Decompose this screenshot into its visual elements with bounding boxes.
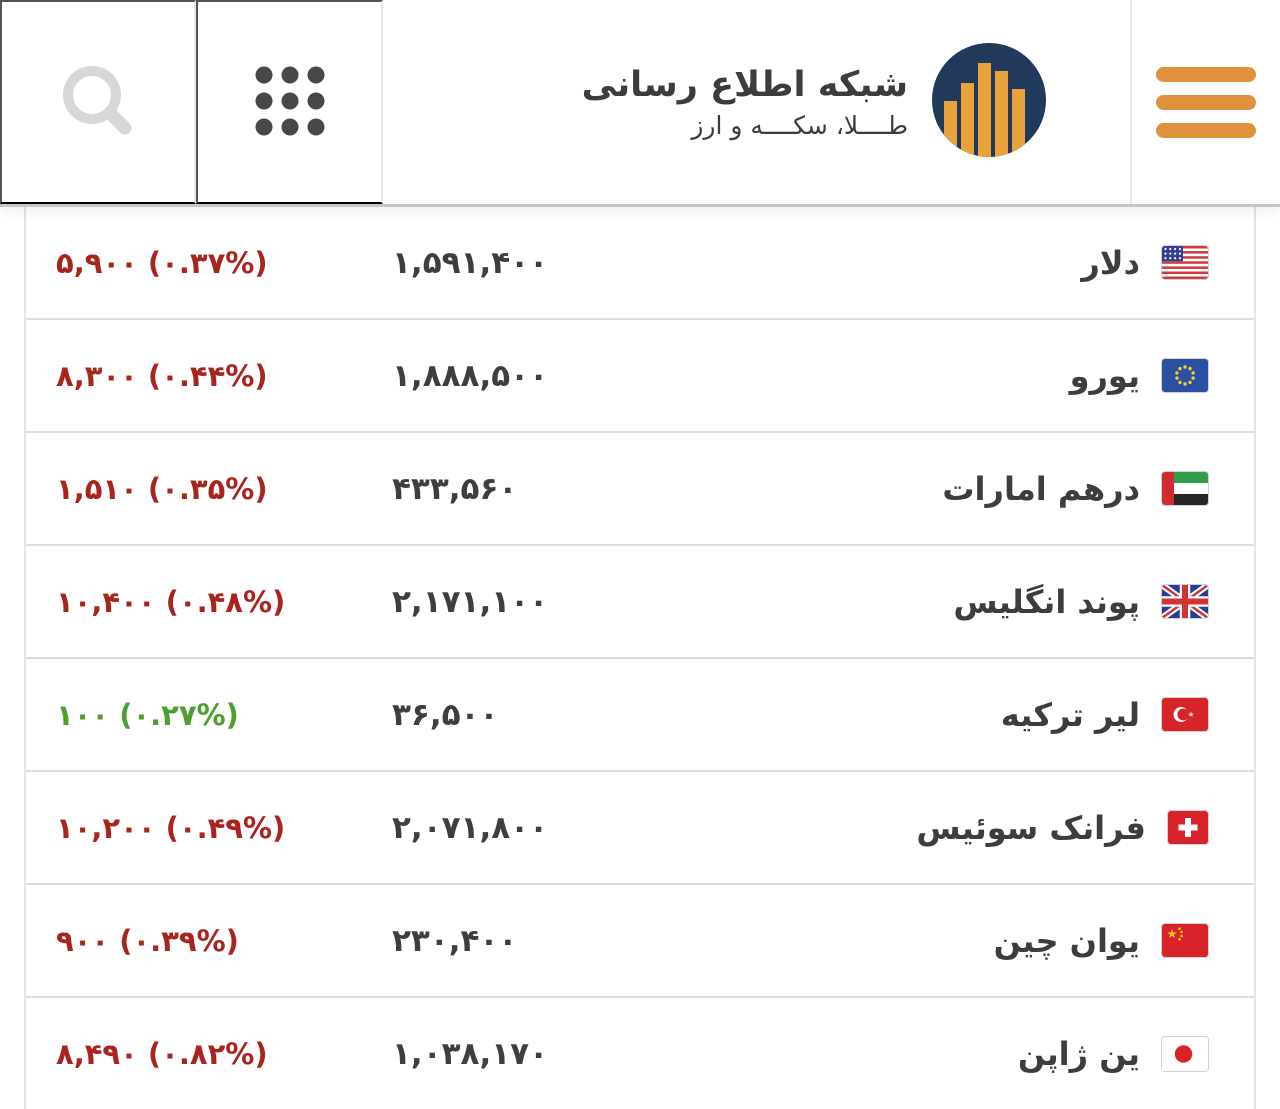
currency-table: دلار ۱,۵۹۱,۴۰۰ ۵,۹۰۰ (۰.۳۷%) یورو ۱,۸۸۸,: [24, 207, 1256, 1109]
change-value: ۸,۳۰۰ (۰.۴۴%): [56, 358, 268, 393]
switzerland-flag-icon: [1168, 811, 1208, 844]
price-value: ۲,۰۷۱,۸۰۰: [392, 809, 548, 846]
turkey-flag-icon: [1162, 698, 1208, 731]
apps-menu-button[interactable]: [196, 0, 383, 204]
japan-flag-icon: [1162, 1036, 1208, 1071]
hamburger-icon: [1156, 66, 1256, 138]
change-value: ۸,۴۹۰ (۰.۸۲%): [56, 1036, 268, 1071]
change-value: ۱۰۰ (۰.۲۷%): [56, 697, 239, 732]
price-value: ۱,۵۹۱,۴۰۰: [392, 244, 548, 281]
price-value: ۳۶,۵۰۰: [392, 696, 499, 733]
currency-name: یورو: [1069, 356, 1140, 395]
price-value: ۱,۸۸۸,۵۰۰: [392, 357, 548, 394]
currency-row-eur[interactable]: یورو ۱,۸۸۸,۵۰۰ ۸,۳۰۰ (۰.۴۴%): [26, 320, 1254, 433]
currency-row-cny[interactable]: یوان چین ۲۳۰,۴۰۰ ۹۰۰ (۰.۳۹%): [26, 885, 1254, 998]
price-value: ۱,۰۳۸,۱۷۰: [392, 1035, 548, 1072]
currency-name: لیر ترکیه: [1000, 695, 1140, 734]
eu-flag-icon: [1162, 359, 1208, 392]
change-value: ۱۰,۴۰۰ (۰.۴۸%): [56, 584, 286, 619]
price-value: ۲۳۰,۴۰۰: [392, 922, 518, 959]
menu-cell: [1132, 0, 1280, 204]
currency-name: ین ژاپن: [1017, 1034, 1140, 1073]
china-flag-icon: [1162, 924, 1208, 957]
currency-row-jpy[interactable]: ین ژاپن ۱,۰۳۸,۱۷۰ ۸,۴۹۰ (۰.۸۲%): [26, 998, 1254, 1109]
search-icon: [59, 62, 137, 143]
price-value: ۴۳۳,۵۶۰: [392, 470, 518, 507]
currency-row-usd[interactable]: دلار ۱,۵۹۱,۴۰۰ ۵,۹۰۰ (۰.۳۷%): [26, 207, 1254, 320]
currency-name: پوند انگلیس: [953, 582, 1140, 621]
brand-link[interactable]: شبکه اطلاع رسانی طــــلا، سکــــه و ارز: [383, 0, 1132, 204]
brand-title: شبکه اطلاع رسانی: [581, 64, 908, 105]
price-value: ۲,۱۷۱,۱۰۰: [392, 583, 548, 620]
currency-row-chf[interactable]: فرانک سوئیس ۲,۰۷۱,۸۰۰ ۱۰,۲۰۰ (۰.۴۹%): [26, 772, 1254, 885]
change-value: ۵,۹۰۰ (۰.۳۷%): [56, 245, 268, 280]
currency-row-try[interactable]: لیر ترکیه ۳۶,۵۰۰ ۱۰۰ (۰.۲۷%): [26, 659, 1254, 772]
currency-name: یوان چین: [993, 921, 1140, 960]
brand-subtitle: طــــلا، سکــــه و ارز: [691, 111, 908, 141]
uae-flag-icon: [1162, 472, 1208, 505]
currency-name: دلار: [1081, 243, 1140, 282]
change-value: ۱۰,۲۰۰ (۰.۴۹%): [56, 810, 286, 845]
currency-row-aed[interactable]: درهم امارات ۴۳۳,۵۶۰ ۱,۵۱۰ (۰.۳۵%): [26, 433, 1254, 546]
currency-name: درهم امارات: [942, 469, 1140, 508]
change-value: ۹۰۰ (۰.۳۹%): [56, 923, 239, 958]
menu-button[interactable]: [1156, 66, 1256, 138]
currency-name: فرانک سوئیس: [916, 808, 1146, 847]
us-flag-icon: [1162, 246, 1208, 279]
currency-row-gbp[interactable]: پوند انگلیس ۲,۱۷۱,۱۰۰ ۱۰,۴۰۰ (۰.۴۸%): [26, 546, 1254, 659]
grid-dots-icon: [250, 61, 330, 144]
bar-chart-logo-icon: [932, 43, 1046, 161]
change-value: ۱,۵۱۰ (۰.۳۵%): [56, 471, 268, 506]
site-header: شبکه اطلاع رسانی طــــلا، سکــــه و ارز: [0, 0, 1280, 207]
search-button[interactable]: [0, 0, 196, 204]
brand-text: شبکه اطلاع رسانی طــــلا، سکــــه و ارز: [582, 64, 908, 141]
uk-flag-icon: [1162, 585, 1208, 618]
